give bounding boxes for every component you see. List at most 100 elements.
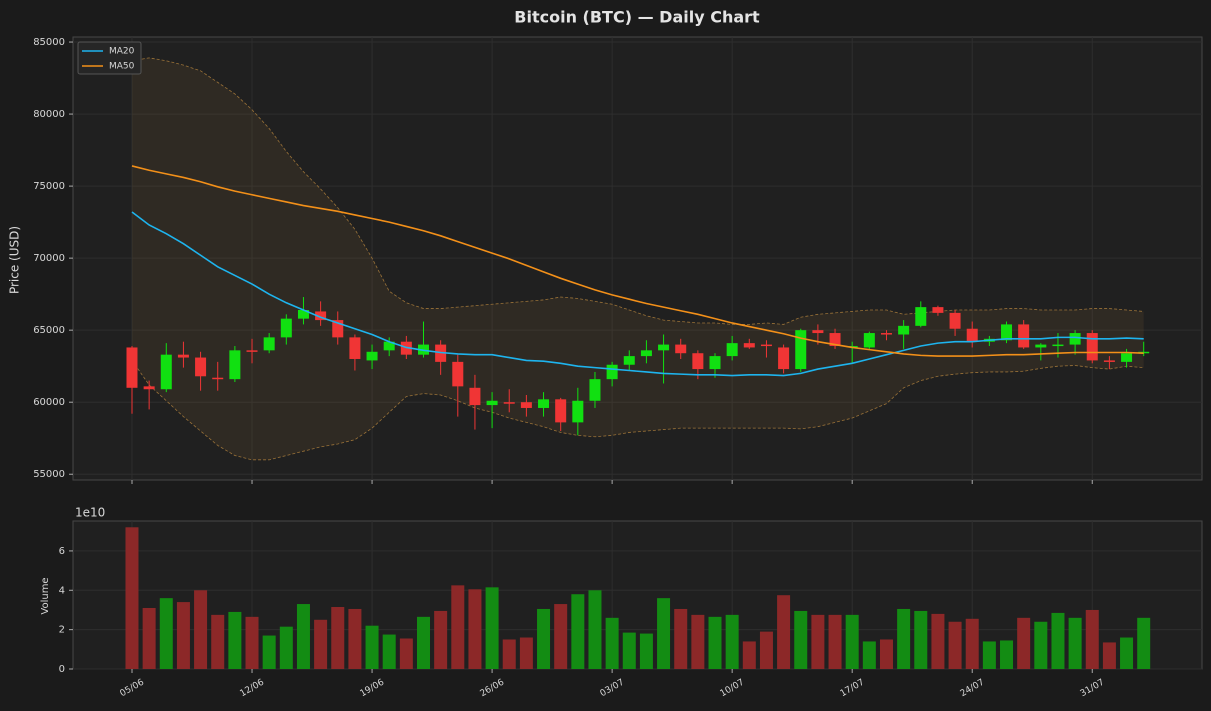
legend-label: MA20 — [109, 47, 135, 57]
ma-line — [131, 211, 1144, 377]
candle-body — [555, 399, 567, 423]
volume-bar — [1034, 621, 1048, 669]
candle-body — [692, 353, 704, 370]
volume-bar — [1068, 617, 1082, 669]
candle-body — [212, 377, 224, 380]
candle-body — [795, 330, 807, 370]
volume-bar — [691, 614, 705, 669]
candle-body — [538, 399, 550, 408]
candle-body — [1035, 344, 1047, 348]
volume-axes — [72, 520, 1203, 670]
volume-bar — [1000, 640, 1014, 669]
candle-body — [658, 344, 670, 351]
candle-body — [589, 379, 601, 401]
candle-body — [315, 311, 327, 321]
volume-bar — [125, 527, 139, 669]
candle-body — [898, 325, 910, 335]
volume-bar — [211, 614, 225, 669]
y-tick-label: 85000 — [33, 37, 65, 48]
volume-bar — [519, 637, 533, 669]
volume-bar — [777, 595, 791, 669]
candle-body — [486, 400, 498, 406]
candle-body — [332, 320, 344, 338]
volume-bar — [708, 616, 722, 669]
candle-body — [932, 307, 944, 313]
candle-body — [812, 330, 824, 334]
candle-body — [195, 357, 207, 377]
volume-bar — [742, 641, 756, 669]
volume-bar — [1017, 617, 1031, 669]
candle-body — [623, 356, 635, 365]
y-tick-label: 2 — [59, 625, 65, 636]
volume-bar — [1051, 612, 1065, 669]
volume-bar — [314, 619, 328, 669]
volume-bar — [365, 625, 379, 669]
volume-bar — [142, 607, 156, 669]
candle-body — [709, 356, 721, 370]
y-axis-label: Price (USD) — [8, 226, 22, 294]
volume-bar — [571, 594, 585, 669]
volume-bar — [639, 633, 653, 669]
volume-bar — [416, 616, 430, 669]
volume-bar — [828, 614, 842, 669]
volume-bar — [862, 641, 876, 669]
candle-body — [760, 344, 772, 347]
candle-body — [966, 328, 978, 342]
volume-bar — [931, 613, 945, 669]
y-tick-label: 80000 — [33, 109, 65, 120]
candle-body — [572, 400, 584, 423]
candle-body — [778, 347, 790, 370]
volume-bar — [468, 589, 482, 669]
candle-body — [126, 347, 138, 388]
volume-bar — [451, 585, 465, 669]
candle-body — [297, 310, 309, 319]
candle-body — [246, 350, 258, 352]
volume-bar — [245, 616, 259, 669]
volume-bar — [982, 641, 996, 669]
candle-body — [452, 361, 464, 387]
candle-body — [1086, 333, 1098, 361]
candle-body — [177, 354, 189, 358]
volume-bar — [399, 638, 413, 669]
volume-bar — [502, 639, 516, 669]
candle-body — [503, 402, 515, 404]
y-tick-label: 60000 — [33, 397, 65, 408]
volume-bar — [176, 602, 190, 669]
y-tick-label: 75000 — [33, 181, 65, 192]
volume-bar — [879, 639, 893, 669]
volume-bar — [1102, 642, 1116, 669]
volume-bar — [811, 614, 825, 669]
legend-label: MA50 — [109, 62, 135, 72]
candle-body — [366, 351, 378, 361]
candle-body — [675, 344, 687, 354]
candle-body — [263, 337, 275, 351]
volume-bar — [588, 590, 602, 669]
volume-bar — [759, 631, 773, 669]
candle-body — [229, 350, 241, 380]
volume-bar — [948, 621, 962, 669]
candle-body — [726, 343, 738, 357]
volume-bar — [554, 604, 568, 669]
candle-body — [1069, 333, 1081, 345]
volume-bar — [348, 608, 362, 669]
volume-bar — [485, 587, 499, 669]
candle-body — [1121, 353, 1133, 362]
y-tick-label: 65000 — [33, 325, 65, 336]
volume-bar — [674, 608, 688, 669]
candle-body — [469, 387, 481, 406]
volume-bar — [194, 590, 208, 669]
volume-bar — [914, 610, 928, 669]
y-tick-label: 55000 — [33, 469, 65, 480]
volume-bar — [159, 598, 173, 669]
volume-bar — [262, 635, 276, 669]
volume-bar — [725, 614, 739, 669]
candle-body — [880, 333, 892, 335]
volume-bar — [228, 611, 242, 669]
volume-bar — [434, 610, 448, 669]
candle-body — [1018, 324, 1030, 348]
volume-bar — [1137, 617, 1151, 669]
candle-body — [743, 343, 755, 348]
volume-bar — [537, 608, 551, 669]
volume-bar — [1085, 609, 1099, 669]
